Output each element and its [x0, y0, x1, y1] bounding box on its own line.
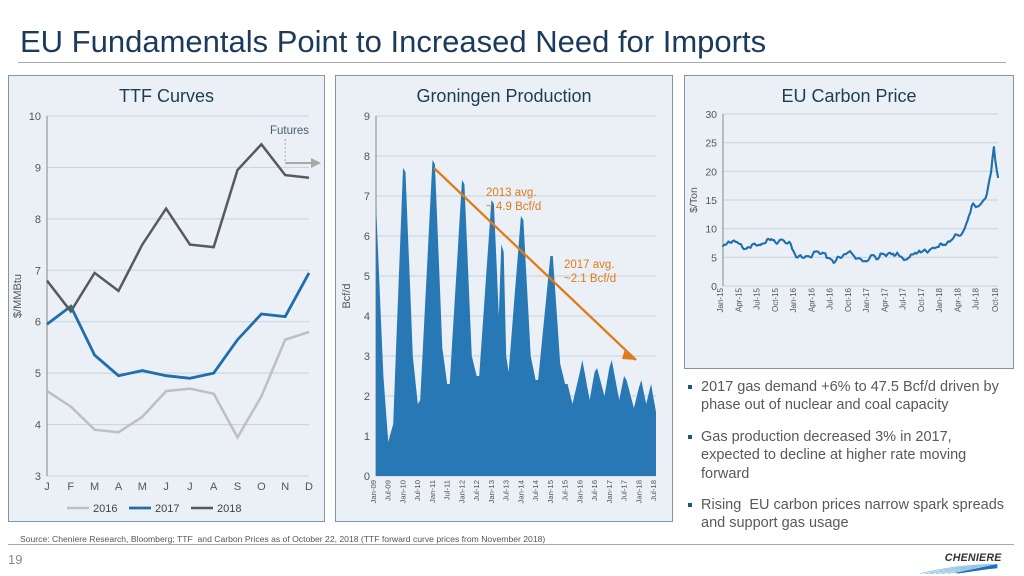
svg-text:9: 9 — [35, 162, 41, 174]
svg-text:Jul-13: Jul-13 — [502, 480, 511, 501]
svg-text:F: F — [67, 481, 74, 493]
svg-text:Oct-17: Oct-17 — [917, 287, 926, 312]
svg-text:3: 3 — [364, 351, 370, 363]
svg-text:30: 30 — [705, 109, 717, 121]
svg-text:Jul-10: Jul-10 — [413, 480, 422, 501]
svg-text:Jan-17: Jan-17 — [862, 287, 871, 312]
svg-text:7: 7 — [35, 265, 41, 277]
svg-text:A: A — [210, 481, 218, 493]
svg-text:$/MMBtu: $/MMBtu — [12, 274, 24, 318]
svg-text:20: 20 — [705, 166, 717, 178]
svg-text:Apr-17: Apr-17 — [880, 287, 889, 312]
svg-text:M: M — [138, 481, 147, 493]
svg-text:Jul-16: Jul-16 — [590, 480, 599, 501]
svg-text:Apr-18: Apr-18 — [953, 287, 962, 312]
svg-text:Jan-15: Jan-15 — [546, 480, 555, 504]
svg-text:Jan-18: Jan-18 — [935, 287, 944, 312]
svg-text:10: 10 — [29, 111, 41, 123]
svg-text:S: S — [234, 481, 241, 493]
svg-text:8: 8 — [364, 151, 370, 163]
svg-text:5: 5 — [364, 271, 370, 283]
svg-text:6: 6 — [364, 231, 370, 243]
svg-text:Jul-16: Jul-16 — [826, 287, 835, 309]
svg-text:$/Ton: $/Ton — [688, 187, 700, 213]
svg-text:CHENIERE: CHENIERE — [945, 552, 1002, 564]
svg-text:J: J — [187, 481, 193, 493]
svg-text:15: 15 — [705, 195, 717, 207]
svg-text:2017: 2017 — [155, 503, 179, 515]
svg-text:4: 4 — [364, 311, 370, 323]
svg-text:Jan-18: Jan-18 — [634, 480, 643, 504]
svg-text:Jul-17: Jul-17 — [899, 287, 908, 309]
svg-text:Jul-12: Jul-12 — [472, 480, 481, 501]
svg-text:J: J — [163, 481, 169, 493]
svg-text:2013 avg.: 2013 avg. — [486, 187, 537, 199]
svg-text:~ 4.9 Bcf/d: ~ 4.9 Bcf/d — [486, 201, 541, 213]
svg-text:Jul-15: Jul-15 — [561, 480, 570, 501]
svg-text:Apr-15: Apr-15 — [734, 287, 743, 312]
svg-text:Futures: Futures — [270, 125, 309, 137]
svg-text:Jul-11: Jul-11 — [443, 480, 452, 500]
svg-text:Apr-16: Apr-16 — [807, 287, 816, 312]
svg-text:J: J — [44, 481, 50, 493]
svg-text:Jan-16: Jan-16 — [575, 480, 584, 504]
svg-text:Bcf/d: Bcf/d — [341, 283, 353, 308]
svg-text:5: 5 — [35, 368, 41, 380]
svg-text:Jul-18: Jul-18 — [972, 287, 981, 309]
svg-text:Jan-16: Jan-16 — [789, 287, 798, 312]
svg-text:O: O — [257, 481, 266, 493]
svg-text:6: 6 — [35, 317, 41, 329]
svg-text:D: D — [305, 481, 313, 493]
svg-text:2017 avg.: 2017 avg. — [564, 259, 615, 271]
svg-text:25: 25 — [705, 138, 717, 150]
svg-text:1: 1 — [364, 431, 370, 443]
svg-text:9: 9 — [364, 111, 370, 123]
svg-text:Jan-11: Jan-11 — [428, 480, 437, 503]
svg-text:Jan-14: Jan-14 — [516, 479, 525, 503]
svg-text:8: 8 — [35, 214, 41, 226]
svg-text:4: 4 — [35, 420, 41, 432]
svg-text:Oct-18: Oct-18 — [991, 287, 1000, 312]
svg-text:7: 7 — [364, 191, 370, 203]
svg-text:2018: 2018 — [217, 503, 241, 515]
svg-text:Jan-13: Jan-13 — [487, 480, 496, 504]
svg-text:2: 2 — [364, 391, 370, 403]
svg-text:5: 5 — [711, 252, 717, 264]
svg-text:Jul-15: Jul-15 — [753, 287, 762, 309]
svg-text:Jul-18: Jul-18 — [649, 480, 658, 501]
svg-text:Oct-15: Oct-15 — [771, 287, 780, 312]
svg-text:Jul-09: Jul-09 — [384, 480, 393, 501]
svg-text:Jan-15: Jan-15 — [716, 287, 725, 312]
svg-text:Oct-16: Oct-16 — [844, 287, 853, 312]
svg-text:2016: 2016 — [93, 503, 117, 515]
svg-text:3: 3 — [35, 471, 41, 483]
svg-text:Jan-17: Jan-17 — [605, 480, 614, 504]
svg-text:Jan-09: Jan-09 — [369, 480, 378, 504]
svg-text:N: N — [281, 481, 289, 493]
svg-text:~2.1 Bcf/d: ~2.1 Bcf/d — [564, 273, 616, 285]
svg-text:A: A — [115, 481, 123, 493]
svg-text:M: M — [90, 481, 99, 493]
svg-text:10: 10 — [705, 224, 717, 236]
svg-text:Jul-14: Jul-14 — [531, 479, 540, 501]
svg-text:Jan-10: Jan-10 — [399, 480, 408, 504]
svg-text:Jan-12: Jan-12 — [457, 480, 466, 504]
svg-text:Jul-17: Jul-17 — [620, 480, 629, 501]
